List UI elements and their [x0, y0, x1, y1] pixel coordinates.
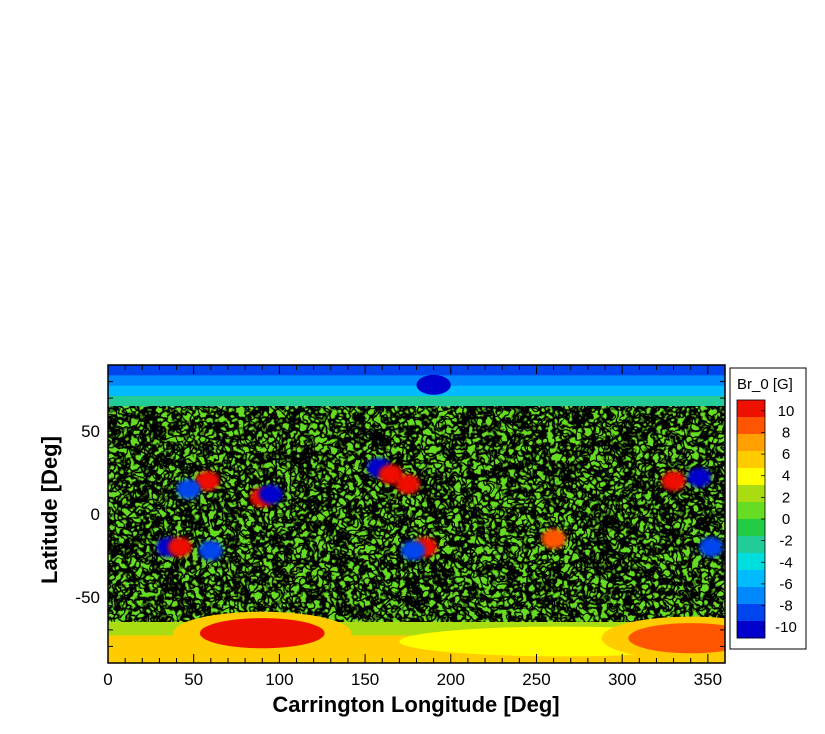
south-polar-peak	[628, 623, 725, 654]
active-region	[401, 540, 426, 561]
colorbar-labels: 10 8 6 4 2 0 -2 -4 -6 -8 -10	[761, 403, 797, 636]
polar-peak-layer	[173, 374, 725, 660]
x-tick-label: 150	[351, 670, 379, 689]
active-region	[167, 537, 192, 558]
active-region	[176, 479, 201, 500]
colorbar-swatch	[737, 434, 765, 452]
colorbar-swatch	[737, 604, 765, 622]
negative-polarity-speckle	[108, 406, 725, 622]
magnetogram-field	[108, 365, 725, 663]
plot-area: 0 50 100 150 200 250 300 350 -50 0 50	[75, 364, 726, 689]
colorbar-swatches	[736, 399, 766, 639]
active-region	[198, 540, 223, 561]
x-tick-label: 100	[265, 670, 293, 689]
active-region	[661, 470, 686, 491]
colorbar-swatch	[737, 553, 765, 571]
colorbar-swatch	[737, 502, 765, 520]
active-region	[195, 470, 220, 491]
active-region	[395, 474, 420, 495]
colorbar-swatch	[737, 400, 765, 418]
colorbar-swatch	[737, 485, 765, 503]
colorbar-swatch	[737, 536, 765, 554]
colorbar-swatch	[737, 587, 765, 605]
colorbar-label: 10	[778, 403, 795, 420]
active-region	[541, 528, 566, 549]
colorbar-label: -8	[779, 598, 792, 615]
colorbar-label: -2	[779, 533, 792, 550]
x-tick-label: 300	[608, 670, 636, 689]
active-region	[687, 467, 712, 488]
colorbar-label: -10	[775, 619, 797, 636]
x-tick-label: 250	[522, 670, 550, 689]
colorbar-swatch	[737, 417, 765, 435]
south-polar-peak	[199, 618, 325, 649]
colorbar-label: 6	[782, 446, 790, 463]
colorbar-title: Br_0 [G]	[737, 376, 793, 393]
y-tick-label: 0	[91, 505, 100, 524]
x-tick-label: 0	[103, 670, 112, 689]
colorbar-swatch	[737, 519, 765, 537]
x-tick-label: 50	[184, 670, 203, 689]
colorbar-label: 2	[782, 489, 790, 506]
x-axis-label: Carrington Longitude [Deg]	[272, 692, 559, 717]
y-tick-label: -50	[75, 588, 100, 607]
north-polar-cap-band	[108, 365, 725, 376]
colorbar-label: -6	[779, 576, 792, 593]
colorbar-label: -4	[779, 554, 792, 571]
colorbar-swatch	[737, 621, 765, 639]
x-tick-label: 350	[694, 670, 722, 689]
active-region-layer	[155, 457, 724, 561]
y-axis-ticks: -50 0 50	[75, 381, 725, 647]
active-region	[258, 484, 283, 505]
y-tick-label: 50	[81, 422, 100, 441]
active-region	[699, 537, 724, 558]
north-polar-peak	[416, 374, 451, 395]
colorbar-label: 8	[782, 424, 790, 441]
colorbar-label: 0	[782, 511, 790, 528]
x-axis-ticks: 0 50 100 150 200 250 300 350	[103, 365, 726, 689]
colorbar-label: 4	[782, 468, 790, 485]
colorbar-swatch	[737, 468, 765, 486]
colorbar-swatch	[737, 451, 765, 469]
active-region	[378, 464, 403, 485]
colorbar-legend: Br_0 [G] 10 8 6 4 2 0 -2 -4 -6 -8 -10	[729, 367, 807, 650]
y-axis-label: Latitude [Deg]	[37, 436, 62, 584]
x-tick-label: 200	[437, 670, 465, 689]
colorbar-swatch	[737, 570, 765, 588]
